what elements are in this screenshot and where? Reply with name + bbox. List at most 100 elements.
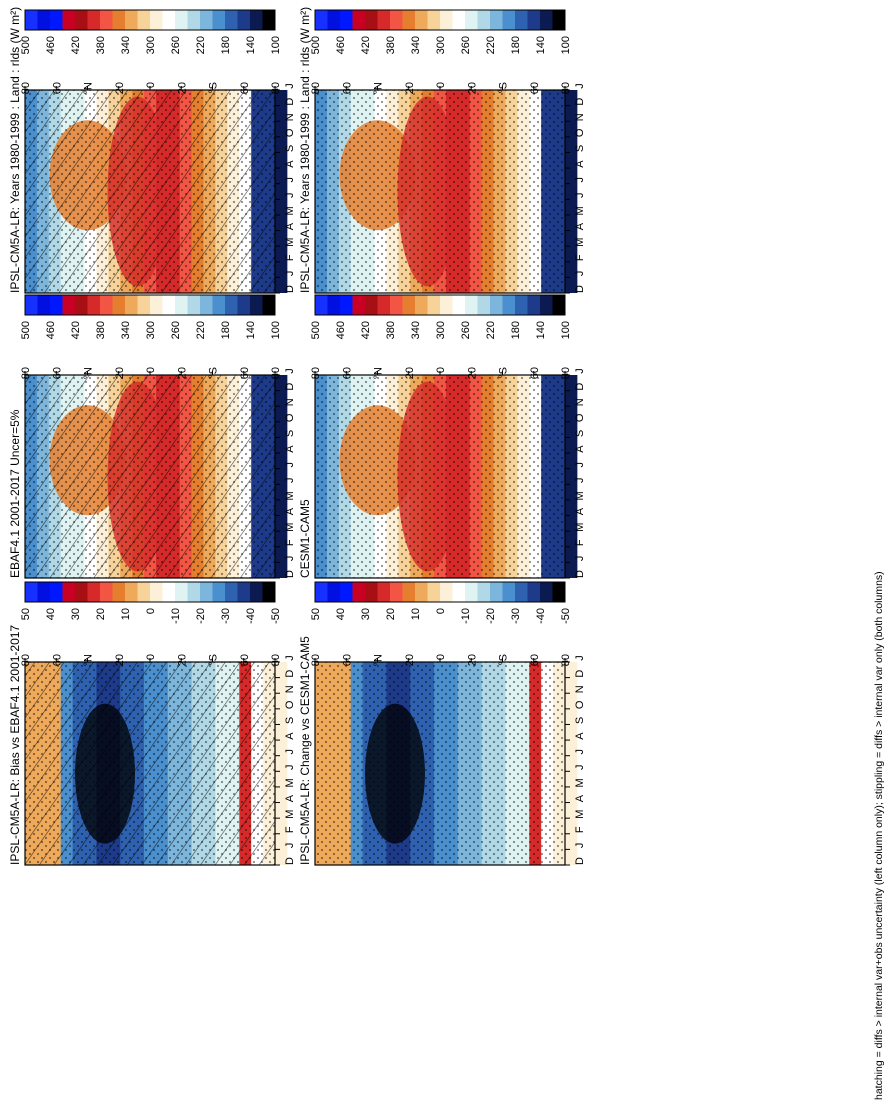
colorbar-swatch (490, 582, 503, 602)
colorbar-label: 40 (45, 608, 57, 620)
heatmap-cell (565, 90, 578, 293)
colorbar-swatch (75, 295, 88, 315)
colorbar-label: 500 (20, 36, 32, 54)
colorbar-label: 20 (385, 608, 397, 620)
colorbar-label: -40 (245, 608, 257, 624)
colorbar-label: 140 (245, 321, 257, 339)
x-tick-label: S (574, 145, 586, 152)
y-tick-label: 20 (404, 82, 416, 94)
colorbar-swatch (540, 10, 553, 30)
colorbar-label: 380 (95, 321, 107, 339)
x-tick-label: J (284, 655, 296, 661)
heatmap-cell (565, 375, 578, 578)
x-tick-label: D (284, 383, 296, 391)
x-tick-label: A (284, 445, 296, 453)
y-tick-label: 20 (114, 654, 126, 666)
colorbar-swatch (377, 10, 391, 30)
panel-title: IPSL-CM5A-LR: Years 1980-1999 : Land : r… (8, 7, 22, 293)
colorbar-label: 140 (245, 36, 257, 54)
panel-title: EBAF4.1 2001-2017 Uncer=5% (8, 409, 22, 578)
colorbar-swatch (515, 295, 528, 315)
colorbar-swatch (427, 582, 441, 602)
colorbar-label: 500 (20, 321, 32, 339)
x-tick-label: N (284, 685, 296, 693)
x-tick-label: D (574, 570, 586, 578)
x-tick-label: J (574, 462, 586, 468)
colorbar-swatch (262, 582, 276, 602)
y-tick-label: °N (373, 367, 385, 379)
colorbar-swatch (465, 582, 478, 602)
colorbar-swatch (315, 295, 328, 315)
colorbar-label: -30 (220, 608, 232, 624)
colorbar-swatch (515, 10, 528, 30)
colorbar-swatch (327, 10, 341, 30)
colorbar-swatch (540, 295, 553, 315)
colorbar-swatch (212, 295, 226, 315)
colorbar-swatch (440, 295, 453, 315)
colorbar-swatch (452, 295, 466, 315)
colorbar-swatch (37, 295, 51, 315)
colorbar-swatch (465, 10, 478, 30)
colorbar-frame (24, 294, 276, 316)
colorbar-label: 260 (460, 321, 472, 339)
colorbar-swatch (250, 10, 263, 30)
colorbar-swatch (327, 582, 341, 602)
y-tick-label: °S (208, 82, 220, 94)
x-tick-label: M (574, 778, 586, 787)
y-tick-label: 0 (435, 367, 447, 373)
y-tick-label: °N (83, 367, 95, 379)
x-tick-label: J (284, 765, 296, 771)
x-tick-label: A (284, 732, 296, 740)
colorbar-swatch (315, 582, 328, 602)
colorbar-frame (24, 581, 276, 603)
x-tick-label: S (574, 430, 586, 437)
colorbar-swatch (225, 582, 238, 602)
colorbar-label: 220 (195, 321, 207, 339)
heatmap-cell (565, 662, 578, 865)
colorbar-swatch (200, 582, 213, 602)
colorbar-swatch (477, 10, 491, 30)
colorbar-label: 460 (45, 321, 57, 339)
x-tick-label: M (574, 523, 586, 532)
colorbar-label: 340 (120, 321, 132, 339)
y-tick-label: 20 (176, 82, 188, 94)
colorbar-frame (314, 294, 566, 316)
colorbar-label: -10 (170, 608, 182, 624)
hatching-overlay (25, 90, 275, 293)
colorbar-label: -20 (485, 608, 497, 624)
colorbar-swatch (150, 295, 163, 315)
colorbar-swatch (327, 295, 341, 315)
colorbar-swatch (250, 582, 263, 602)
colorbar-swatch (477, 582, 491, 602)
x-tick-label: J (574, 765, 586, 771)
x-tick-label: S (284, 145, 296, 152)
colorbar-label: 460 (335, 321, 347, 339)
colorbar-swatch (100, 295, 113, 315)
colorbar-swatch (502, 582, 516, 602)
colorbar-swatch (262, 10, 276, 30)
colorbar-label: 140 (535, 36, 547, 54)
colorbar-swatch (250, 295, 263, 315)
colorbar-label: 50 (310, 608, 322, 620)
x-tick-label: F (284, 539, 296, 546)
x-tick-label: S (574, 717, 586, 724)
colorbar-swatch (137, 582, 151, 602)
colorbar-label: 340 (410, 321, 422, 339)
x-tick-label: N (284, 113, 296, 121)
colorbar-swatch (365, 295, 378, 315)
colorbar-swatch (390, 10, 403, 30)
colorbar: 500 460 420 380 340 300 260 220 180 140 100 (310, 9, 572, 54)
colorbar-swatch (225, 295, 238, 315)
x-tick-label: D (284, 285, 296, 293)
x-tick-label: J (284, 462, 296, 468)
colorbar-label: 220 (485, 36, 497, 54)
colorbar-swatch (200, 295, 213, 315)
colorbar-label: 460 (335, 36, 347, 54)
colorbar-swatch (62, 582, 76, 602)
x-tick-label: J (284, 368, 296, 374)
x-tick-label: A (284, 222, 296, 230)
x-tick-label: A (284, 160, 296, 168)
colorbar-label: 180 (510, 36, 522, 54)
colorbar-label: 340 (410, 36, 422, 54)
colorbar-swatch (490, 295, 503, 315)
